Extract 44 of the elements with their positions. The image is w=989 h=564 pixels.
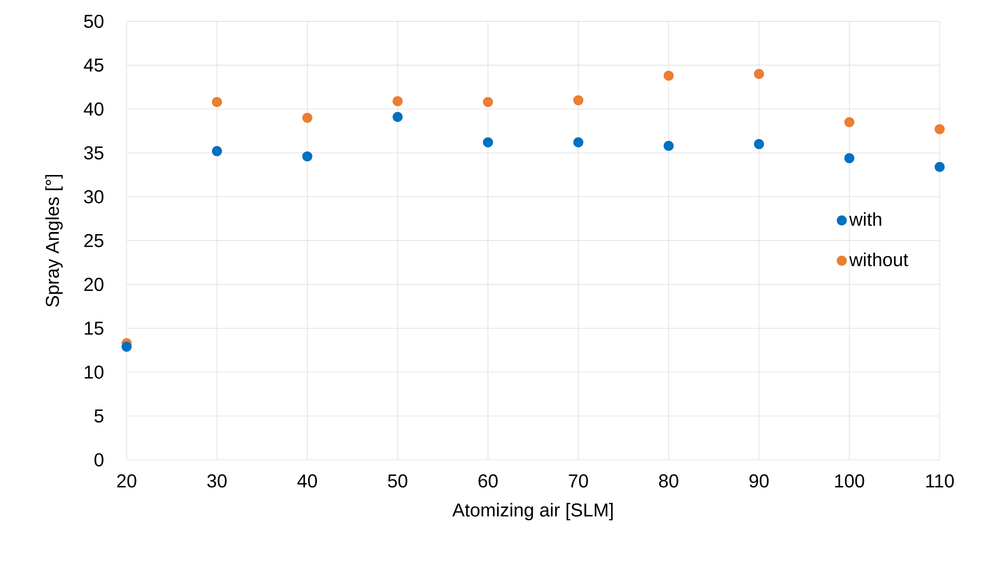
y-tick-label: 20 [84,278,104,292]
legend-label: without [849,252,908,266]
y-axis-title: Spray Angles [°] [45,175,63,307]
x-tick-label: 50 [388,474,408,488]
point [482,137,494,148]
point [302,151,312,162]
point [392,112,403,122]
x-tick-label: 80 [659,474,678,488]
point [934,162,945,172]
y-tick-label: 0 [94,453,104,467]
y-tick-label: 45 [84,58,104,72]
x-tick-label: 90 [749,474,769,488]
x-axis-title: Atomizing air [SLM] [452,502,613,520]
point [934,124,945,134]
y-tick-label: 5 [94,410,104,423]
point [754,68,764,80]
x-tick-label: 70 [568,474,588,488]
x-tick-label: 100 [835,474,864,488]
y-tick-label: 50 [84,14,104,28]
x-tick-label: 40 [297,474,317,488]
point [573,95,584,106]
point [122,342,132,352]
x-tick-label: 60 [478,474,498,488]
x-tick-label: 30 [207,474,227,488]
point [754,139,764,150]
point [573,137,584,148]
point [844,117,854,128]
point [664,140,674,152]
y-tick-label: 35 [84,146,104,160]
x-tick-label: 110 [926,474,954,488]
y-tick-label: 30 [84,190,104,204]
y-tick-label: 40 [84,102,104,116]
legend-label: with [849,212,882,226]
y-tick-label: 25 [84,234,104,248]
y-tick-label: 10 [84,366,104,379]
point [302,112,312,123]
point [664,70,674,81]
y-tick-label: 15 [84,322,104,335]
point [392,96,403,106]
x-tick-label: 20 [117,474,136,488]
point [212,146,222,156]
point [212,97,222,108]
point [844,153,854,164]
point [482,97,494,108]
